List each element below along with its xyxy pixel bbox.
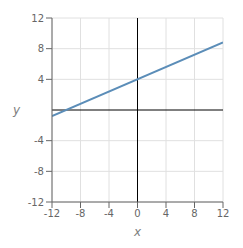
svg-text:-4: -4 [104, 208, 114, 219]
svg-text:12: 12 [217, 208, 230, 219]
svg-text:12: 12 [31, 13, 44, 24]
svg-text:x: x [133, 225, 142, 239]
svg-text:8: 8 [191, 208, 197, 219]
svg-text:8: 8 [38, 43, 44, 54]
svg-text:y: y [12, 103, 21, 117]
svg-text:0: 0 [134, 208, 140, 219]
svg-text:-12: -12 [44, 208, 60, 219]
svg-text:-8: -8 [34, 166, 44, 177]
svg-text:-12: -12 [28, 197, 44, 208]
svg-text:-4: -4 [34, 135, 44, 146]
svg-text:-8: -8 [76, 208, 86, 219]
svg-text:4: 4 [163, 208, 169, 219]
svg-text:4: 4 [38, 74, 44, 85]
